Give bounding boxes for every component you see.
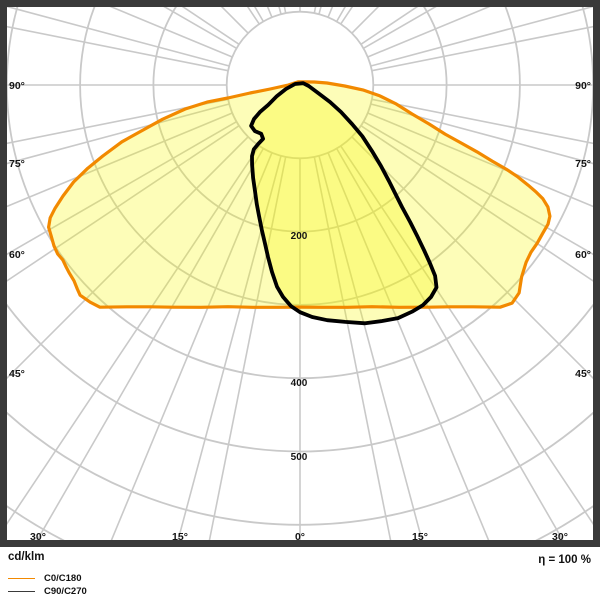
unit-label: cd/klm [8, 551, 45, 563]
angle-label: 45° [9, 368, 25, 380]
curve-c0-c180 [47, 80, 552, 309]
angle-label: 0° [295, 531, 305, 543]
legend-label-c90: C90/C270 [44, 586, 87, 597]
angle-label: 75° [9, 158, 25, 170]
legend: C0/C180 C90/C270 [8, 572, 87, 598]
ring-value-label: 400 [291, 378, 308, 389]
efficiency-label: η = 100 % [538, 554, 591, 566]
angle-label: 45° [575, 368, 591, 380]
angle-label: 60° [575, 249, 591, 261]
angle-label: 90° [575, 80, 591, 92]
legend-item-c0: C0/C180 [8, 572, 87, 585]
curve-c90-c270 [249, 81, 439, 326]
ring-value-label: 500 [291, 452, 308, 463]
angle-label: 60° [9, 249, 25, 261]
legend-line-c0-icon [8, 578, 35, 579]
legend-line-c90-icon [8, 591, 35, 592]
legend-label-c0: C0/C180 [44, 573, 82, 584]
angle-label: 90° [9, 80, 25, 92]
angle-label: 75° [575, 158, 591, 170]
ring-value-label: 200 [291, 231, 308, 242]
chart-footer: cd/klm η = 100 % C0/C180 C90/C270 [0, 547, 600, 600]
plot-frame [0, 0, 600, 547]
legend-item-c90: C90/C270 [8, 585, 87, 598]
